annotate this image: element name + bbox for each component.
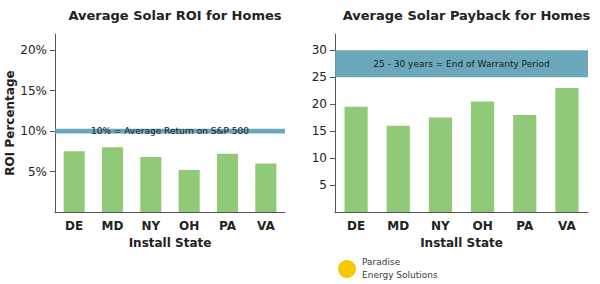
- svg-text:Install State: Install State: [420, 236, 503, 250]
- svg-text:PA: PA: [516, 219, 534, 233]
- svg-text:Energy Solutions: Energy Solutions: [362, 270, 438, 280]
- svg-text:10% = Average Return on S&P 50: 10% = Average Return on S&P 500: [91, 126, 249, 136]
- svg-text:25: 25: [312, 70, 327, 84]
- svg-text:15: 15: [312, 124, 327, 138]
- svg-text:30: 30: [312, 43, 327, 57]
- svg-text:10: 10: [312, 151, 327, 165]
- svg-text:5%: 5%: [28, 165, 47, 179]
- svg-text:Average Solar Payback for Home: Average Solar Payback for Homes: [343, 8, 591, 23]
- svg-text:5: 5: [319, 178, 327, 192]
- svg-text:VA: VA: [257, 219, 275, 233]
- svg-text:Average Solar ROI for Homes: Average Solar ROI for Homes: [68, 8, 281, 23]
- svg-text:Install State: Install State: [129, 236, 212, 250]
- svg-text:15%: 15%: [20, 84, 47, 98]
- svg-text:NY: NY: [141, 219, 160, 233]
- svg-text:Paradise: Paradise: [362, 257, 401, 267]
- svg-text:OH: OH: [472, 219, 492, 233]
- svg-text:20: 20: [312, 97, 327, 111]
- svg-text:DE: DE: [347, 219, 365, 233]
- svg-text:DE: DE: [65, 219, 83, 233]
- svg-text:NY: NY: [431, 219, 450, 233]
- svg-text:25 - 30 years = End of Warrant: 25 - 30 years = End of Warranty Period: [373, 59, 549, 69]
- svg-text:OH: OH: [179, 219, 199, 233]
- svg-text:ROI Percentage: ROI Percentage: [3, 70, 17, 175]
- svg-text:10%: 10%: [20, 124, 47, 138]
- svg-text:PA: PA: [219, 219, 237, 233]
- svg-text:MD: MD: [102, 219, 124, 233]
- svg-text:20%: 20%: [20, 43, 47, 57]
- svg-text:MD: MD: [387, 219, 409, 233]
- svg-text:VA: VA: [558, 219, 576, 233]
